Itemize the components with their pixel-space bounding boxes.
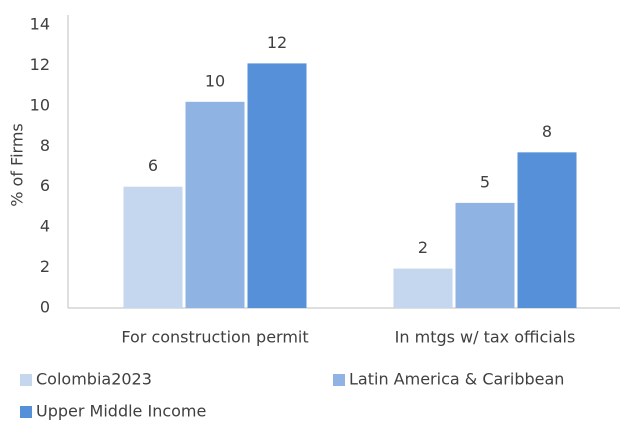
y-tick-label: 6 <box>40 176 50 195</box>
legend-label: Latin America & Caribbean <box>349 370 564 389</box>
y-tick-label: 10 <box>30 95 50 114</box>
x-tick-label: In mtgs w/ tax officials <box>395 328 576 347</box>
legend-swatch <box>20 374 32 386</box>
y-tick-label: 0 <box>40 298 50 317</box>
bar <box>247 63 307 309</box>
legend-swatch <box>20 406 32 418</box>
data-label: 12 <box>267 33 287 52</box>
bar <box>455 202 515 308</box>
y-tick-label: 2 <box>40 257 50 276</box>
x-tick-label: For construction permit <box>121 328 308 347</box>
data-label: 6 <box>148 156 158 175</box>
legend-label: Upper Middle Income <box>36 402 206 421</box>
y-tick-label: 8 <box>40 136 50 155</box>
y-tick-label: 4 <box>40 217 50 236</box>
y-tick-label: 14 <box>30 15 50 34</box>
data-label: 5 <box>480 172 490 191</box>
legend-swatch <box>333 374 345 386</box>
y-tick-label: 12 <box>30 55 50 74</box>
y-axis-label: % of Firms <box>8 123 27 207</box>
data-label: 2 <box>418 238 428 257</box>
legend-label: Colombia2023 <box>36 370 152 389</box>
data-label: 10 <box>205 71 225 90</box>
bar <box>123 186 183 308</box>
data-label: 8 <box>542 122 552 141</box>
bar <box>517 152 577 308</box>
bar <box>185 101 245 308</box>
bar <box>393 268 453 308</box>
